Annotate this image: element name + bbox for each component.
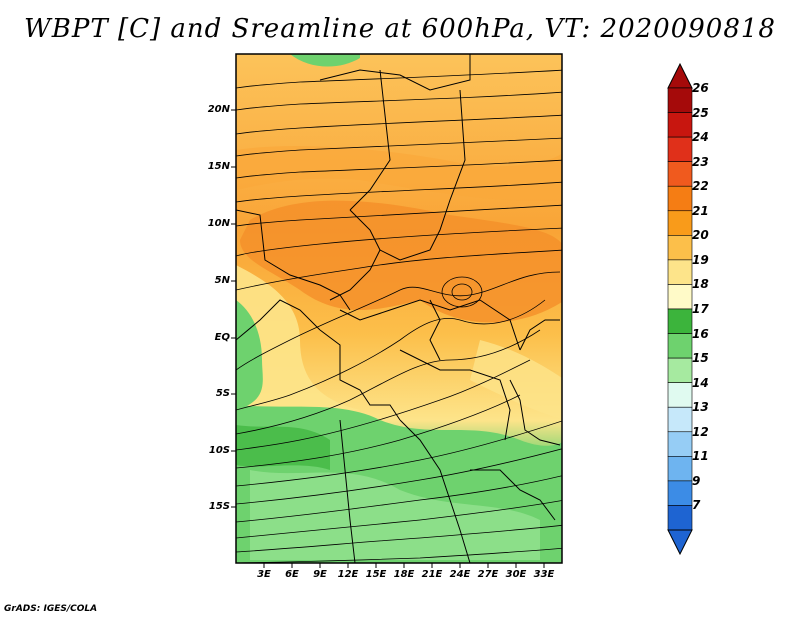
colorbar-label: 15 (692, 351, 709, 366)
colorbar-cell (667, 185, 693, 212)
wbpt-yellow-east (470, 340, 562, 420)
colorbar-label: 26 (692, 81, 709, 95)
colorbar-label: 18 (692, 277, 709, 292)
colorbar-cell (667, 161, 693, 187)
colorbar-label: 19 (692, 252, 709, 267)
lon-label: 15E (365, 569, 387, 580)
colorbar-label: 9 (692, 473, 701, 488)
colorbar-label: 20 (692, 228, 709, 243)
wbpt-green-north (290, 54, 360, 67)
colorbar-label: 21 (692, 203, 709, 218)
lat-label: 15N (207, 161, 230, 172)
lat-label: 5S (215, 388, 230, 399)
wbpt-darkgreen-band (236, 425, 330, 470)
country-borders (236, 54, 561, 563)
lat-label: 10S (208, 445, 230, 456)
colorbar-label: 11 (692, 449, 709, 464)
colorbar-cell (667, 112, 693, 138)
wbpt-yellow-west (236, 265, 360, 420)
colorbar-cell (667, 259, 693, 285)
colorbar-label: 14 (692, 375, 709, 390)
wbpt-green-ocean (236, 300, 263, 410)
colorbar-cell (667, 235, 693, 261)
colorbar-label: 23 (692, 154, 709, 169)
lon-label: 33E (533, 569, 555, 580)
streamlines (236, 69, 562, 563)
map-frame (235, 53, 563, 564)
colorbar (667, 62, 693, 556)
lon-label: 27E (477, 569, 499, 580)
lat-label: 5N (214, 275, 230, 286)
colorbar-label: 24 (692, 130, 709, 145)
map-title: WBPT [C] and Sreamline at 600hPa, VT: 20… (24, 14, 776, 44)
colorbar-label: 25 (692, 105, 709, 120)
colorbar-label: 17 (692, 302, 709, 316)
lat-label: 20N (207, 104, 230, 115)
lat-ticks (231, 109, 236, 508)
colorbar-label: 16 (692, 326, 709, 341)
lon-label: 3E (257, 569, 271, 580)
colorbar-label: 7 (692, 498, 701, 513)
lon-label: 24E (449, 569, 471, 580)
colorbar-top-arrow (667, 62, 693, 89)
lon-label: 30E (505, 569, 527, 580)
colorbar-cell (667, 284, 693, 310)
colorbar-label: 22 (692, 179, 709, 194)
colorbar-cell (667, 505, 693, 531)
colorbar-cell (667, 431, 693, 457)
colorbar-cell (667, 480, 693, 506)
lon-label: 12E (337, 569, 359, 580)
colorbar-cell (667, 210, 693, 236)
colorbar-cell (667, 406, 693, 433)
colorbar-cell (667, 357, 693, 383)
lon-label: 21E (421, 569, 443, 580)
lon-label: 6E (285, 569, 299, 580)
lat-label: 10N (207, 218, 230, 229)
colorbar-label: 13 (692, 400, 709, 415)
colorbar-cell (667, 136, 693, 162)
lon-label: 18E (393, 569, 415, 580)
lon-ticks (263, 563, 545, 568)
map-area (236, 54, 562, 563)
colorbar-cell (667, 333, 693, 359)
lat-label: EQ (214, 332, 230, 343)
colorbar-cell (667, 456, 693, 482)
colorbar-cell (667, 87, 693, 113)
colorbar-bottom-arrow (667, 529, 693, 556)
colorbar-cell (667, 382, 693, 408)
grads-credit: GrADS: IGES/COLA (4, 604, 98, 614)
lat-label: 15S (208, 501, 230, 512)
wbpt-lightgreen-south (250, 470, 540, 560)
colorbar-label: 12 (692, 424, 709, 439)
lon-label: 9E (313, 569, 327, 580)
colorbar-cell (667, 308, 693, 334)
